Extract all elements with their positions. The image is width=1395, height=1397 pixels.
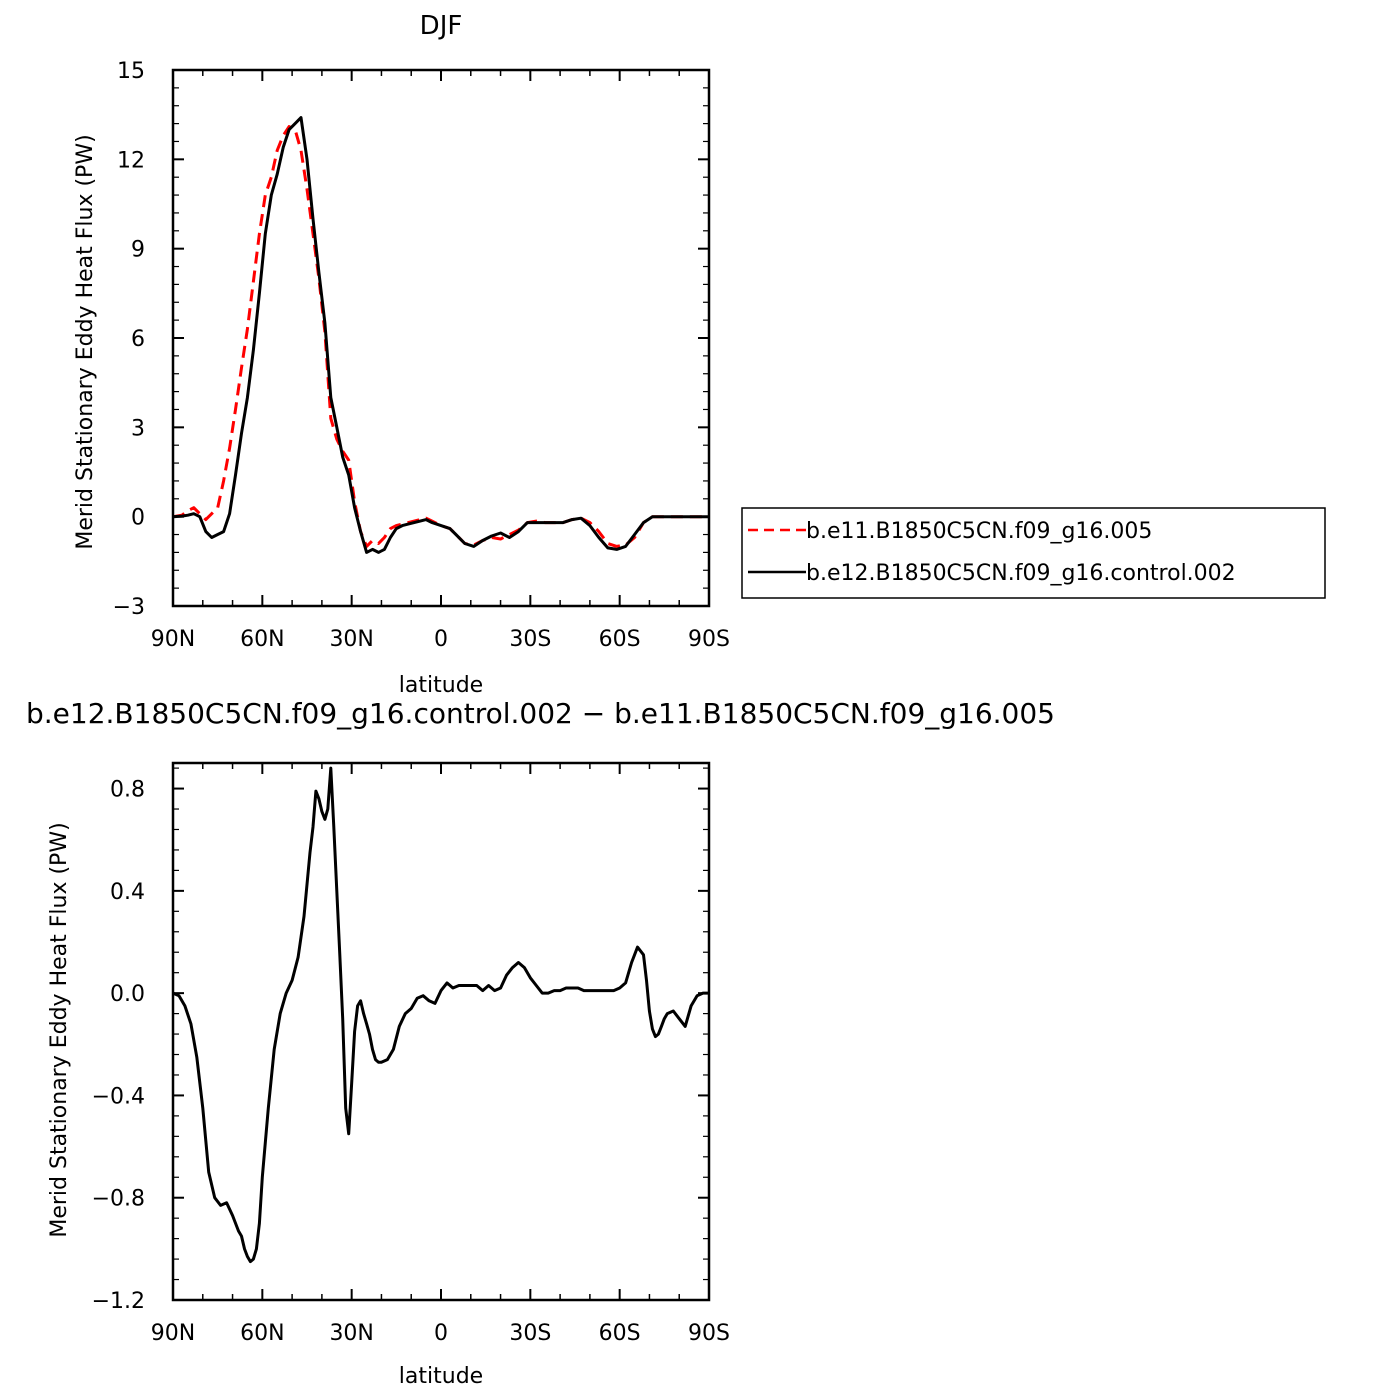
bottom-panel-x-tick-label: 30N (329, 1321, 373, 1346)
bottom-panel-series-1-line (172, 766, 709, 1264)
top-panel-y-tick-label: 9 (131, 238, 145, 263)
bottom-panel-x-axis-label: latitude (399, 1364, 483, 1389)
bottom-panel-x-tick-label: 90N (151, 1321, 195, 1346)
bottom-panel-x-tick-label: 60N (240, 1321, 284, 1346)
bottom-panel-x-tick-label: 60S (599, 1321, 641, 1346)
bottom-panel-y-tick-label: 0.0 (110, 982, 145, 1007)
top-panel-y-axis-label: Merid Stationary Eddy Heat Flux (PW) (73, 134, 98, 549)
top-panel-x-tick-label: 30S (509, 627, 551, 652)
top-panel-y-tick-label: 12 (117, 148, 145, 173)
top-panel-x-tick-label: 60S (599, 627, 641, 652)
top-panel-series-1-line (172, 125, 709, 548)
top-panel-y-tick-label: 15 (117, 59, 145, 84)
top-panel-y-tick-label: 6 (131, 327, 145, 352)
legend: b.e11.B1850C5CN.f09_g16.005 b.e12.B1850C… (741, 507, 1326, 599)
bottom-panel-x-tick-label: 30S (509, 1321, 551, 1346)
legend-label-series-1: b.e11.B1850C5CN.f09_g16.005 (806, 519, 1152, 544)
top-panel-x-tick-label: 90N (151, 627, 195, 652)
legend-label-series-2: b.e12.B1850C5CN.f09_g16.control.002 (806, 561, 1236, 586)
bottom-panel-y-tick-label: −0.8 (92, 1187, 145, 1212)
bottom-panel-lines (172, 766, 709, 1264)
top-panel-x-axis-label: latitude (399, 673, 483, 698)
top-panel-x-tick-label: 90S (688, 627, 730, 652)
top-panel-lines (172, 116, 709, 554)
top-panel-x-tick-label: 30N (329, 627, 373, 652)
bottom-panel-y-tick-label: 0.4 (110, 880, 145, 905)
top-panel-x-tick-label: 60N (240, 627, 284, 652)
top-panel-ticks: 90N 60N 30N 0 30S 60S 90S −3 0 3 6 9 12 15 (113, 59, 730, 652)
top-panel-y-tick-label: 3 (131, 416, 145, 441)
top-panel-y-tick-label: 0 (131, 506, 145, 531)
top-panel-y-tick-label: −3 (113, 595, 145, 620)
bottom-panel-ticks: 90N 60N 30N 0 30S 60S 90S −1.2 −0.8 −0.4 0.0 0.4 0.8 (92, 763, 730, 1346)
bottom-panel-x-tick-label: 0 (434, 1321, 448, 1346)
bottom-panel-frame (171, 761, 711, 1302)
top-panel-x-tick-label: 0 (434, 627, 448, 652)
top-panel-series-2-line (172, 116, 709, 554)
bottom-panel: b.e12.B1850C5CN.f09_g16.control.002 − b.… (26, 697, 1055, 1389)
bottom-panel-x-tick-label: 90S (688, 1321, 730, 1346)
bottom-panel-y-axis-label: Merid Stationary Eddy Heat Flux (PW) (47, 822, 72, 1237)
top-panel: DJF Merid Stationary Eddy Heat Flux (PW)… (73, 11, 730, 698)
top-panel-title: DJF (420, 11, 463, 41)
legend-box (741, 507, 1326, 599)
bottom-panel-y-tick-label: 0.8 (110, 778, 145, 803)
bottom-panel-y-tick-label: −1.2 (92, 1289, 145, 1314)
bottom-panel-y-tick-label: −0.4 (92, 1084, 145, 1109)
bottom-panel-title: b.e12.B1850C5CN.f09_g16.control.002 − b.… (26, 697, 1055, 730)
top-panel-frame (171, 68, 711, 608)
